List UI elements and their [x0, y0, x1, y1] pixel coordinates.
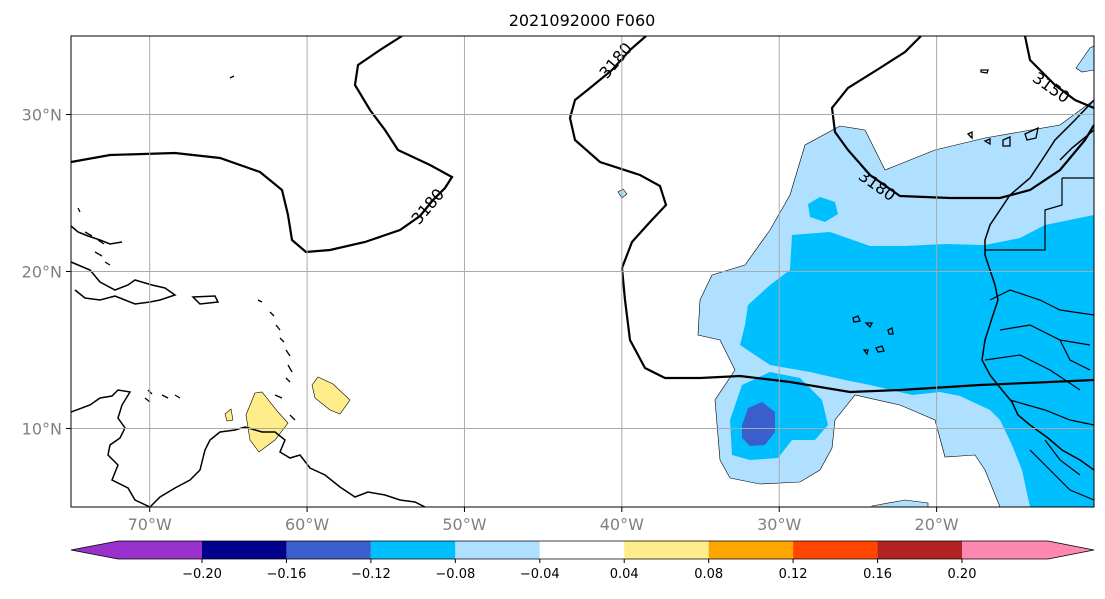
colorbar-bin: [370, 541, 456, 559]
colorbar-tick-label: −0.12: [351, 567, 391, 582]
country-borders: [984, 177, 1094, 501]
field-royal-blue: [742, 402, 775, 446]
island-cabo-verde-4: [875, 345, 885, 353]
coast-africa: [981, 99, 1094, 471]
lat-tick-label: 10°N: [22, 420, 62, 439]
map-panel: 3180 3180 3180 3150 70°W 60°W 50°W 40°W 30°W…: [22, 35, 1095, 535]
border-7: [1029, 449, 1094, 501]
border-4: [999, 324, 1091, 346]
colorbar-tick-label: −0.04: [520, 567, 560, 582]
lat-tick-label: 20°N: [22, 263, 62, 282]
island-canary-2: [983, 138, 991, 146]
lon-tick-label: 20°W: [915, 515, 959, 534]
contour-3180-west: [71, 36, 454, 254]
colorbar-bin: [624, 541, 709, 559]
contour-3180-east: [830, 36, 1094, 200]
island-canary-3: [1002, 136, 1011, 147]
colorbar-bin: [708, 541, 794, 559]
border-5: [984, 354, 1081, 391]
colorbar-tick-label: 0.08: [694, 567, 723, 582]
colorbar-tick-label: −0.08: [435, 567, 475, 582]
island-cabo-verde-5: [862, 349, 869, 356]
colorbar-extend-low: [71, 541, 202, 559]
island-madeira: [980, 69, 989, 74]
field-blue-dot: [617, 188, 628, 199]
colorbar-extend-high: [962, 541, 1094, 559]
island-cabo-verde-1: [852, 315, 861, 323]
island-canary-1: [966, 130, 973, 140]
lat-tick-label: 30°N: [22, 106, 62, 125]
colorbar-bin: [202, 541, 287, 559]
colorbar-tick-label: 0.12: [779, 567, 808, 582]
coast-cuba-tail: [71, 225, 123, 245]
lon-tick-label: 40°W: [600, 515, 644, 534]
colorbar: −0.20 −0.16 −0.12 −0.08 −0.04 0.04 0.08 0.12 0.1…: [70, 540, 1095, 582]
colorbar-bin: [539, 541, 625, 559]
border-6: [1009, 399, 1094, 426]
colorbar-tick-label: 0.16: [863, 567, 892, 582]
colorbar-bin: [877, 541, 962, 559]
field-yellow-2: [311, 376, 351, 415]
island-canary-4: [1024, 126, 1039, 141]
island-cabo-verde-2: [864, 322, 874, 329]
colorbar-tick-label: −0.20: [182, 567, 222, 582]
coast-puerto-rico: [191, 295, 220, 305]
lon-tick-label: 30°W: [757, 515, 801, 534]
coast-venezuela: [149, 426, 426, 507]
islands: [77, 69, 1039, 421]
axis-ticks: 70°W 60°W 50°W 40°W 30°W 20°W 30°N 20°N 10°N: [22, 106, 959, 535]
border-3: [989, 289, 1094, 316]
coast-greater-antilles: [71, 261, 177, 305]
colorbar-bin: [455, 541, 540, 559]
field-yellow-1: [245, 391, 289, 453]
border-2: [985, 178, 1063, 251]
colorbar-outline: [70, 540, 1095, 560]
lon-tick-label: 70°W: [128, 515, 172, 534]
colorbar-bin: [286, 541, 371, 559]
field-yellow-3: [224, 408, 234, 422]
island-bermuda: [229, 75, 235, 79]
island-cabo-verde-3: [887, 327, 894, 335]
field-light-blue-ne: [1075, 45, 1094, 73]
island-lesser-antilles: [257, 299, 296, 421]
contour-3150: [1023, 36, 1094, 110]
colorbar-tick-label: −0.16: [267, 567, 307, 582]
coastlines: [71, 99, 1094, 507]
gridlines: [71, 36, 1094, 507]
border-8: [1044, 439, 1081, 476]
colorbar-bin: [793, 541, 878, 559]
border-9: [1059, 339, 1091, 371]
field-sky-blue-3: [808, 197, 838, 222]
lon-tick-label: 50°W: [442, 515, 486, 534]
lon-tick-label: 60°W: [285, 515, 329, 534]
island-bahamas: [77, 207, 111, 266]
colorbar-tick-label: 0.04: [610, 567, 639, 582]
colorbar-tick-label: 0.20: [948, 567, 977, 582]
contour-3180-mid: [568, 36, 1094, 394]
height-contours: [71, 36, 1094, 394]
figure-title: 2021092000 F060: [509, 11, 656, 30]
field-sky-blue: [740, 215, 1094, 507]
